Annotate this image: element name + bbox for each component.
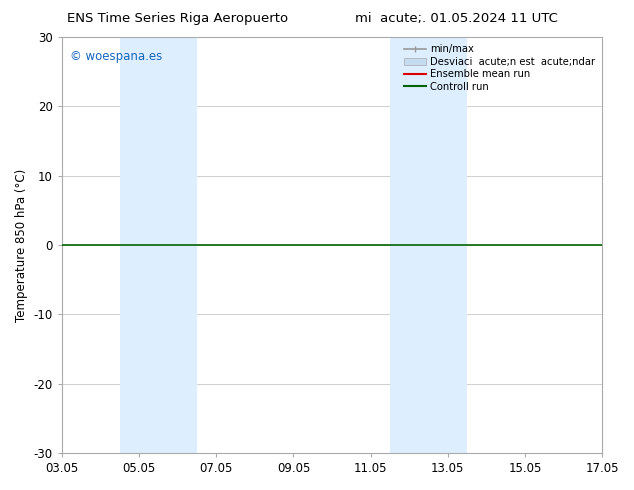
Text: ENS Time Series Riga Aeropuerto: ENS Time Series Riga Aeropuerto bbox=[67, 12, 288, 25]
Y-axis label: Temperature 850 hPa (°C): Temperature 850 hPa (°C) bbox=[15, 169, 28, 322]
Text: mi  acute;. 01.05.2024 11 UTC: mi acute;. 01.05.2024 11 UTC bbox=[355, 12, 558, 25]
Text: © woespana.es: © woespana.es bbox=[70, 49, 162, 63]
Bar bbox=[120, 37, 197, 453]
Bar bbox=[390, 37, 467, 453]
Legend: min/max, Desviaci  acute;n est  acute;ndar, Ensemble mean run, Controll run: min/max, Desviaci acute;n est acute;ndar… bbox=[402, 42, 597, 94]
